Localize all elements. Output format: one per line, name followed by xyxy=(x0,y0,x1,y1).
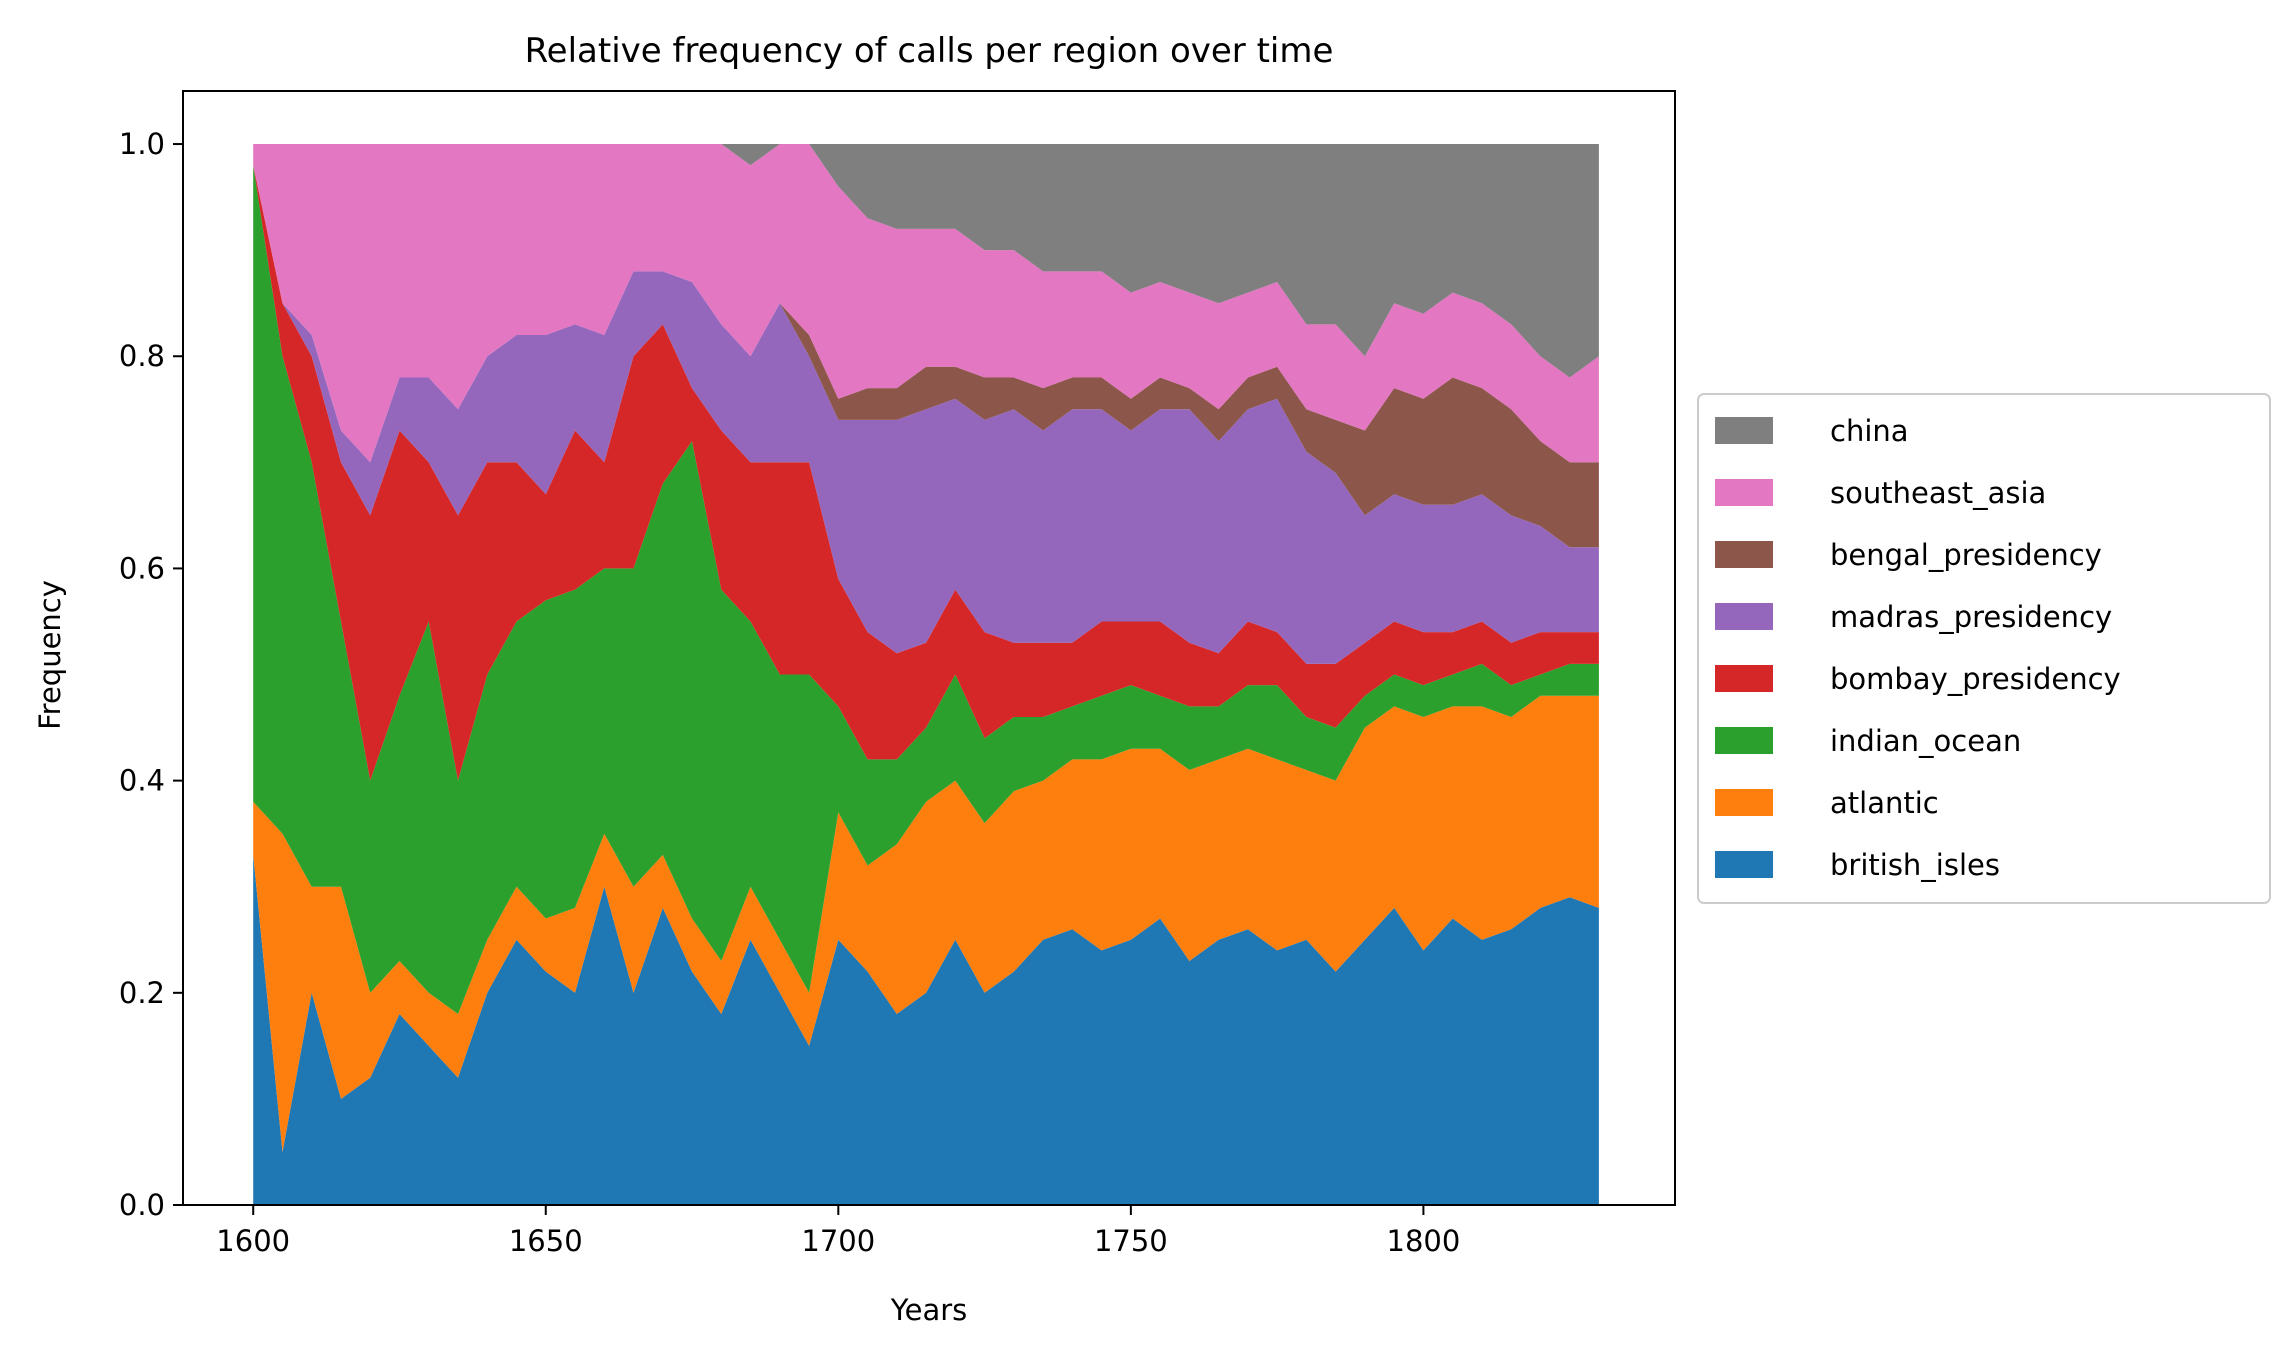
legend-swatch-china xyxy=(1715,417,1773,444)
x-axis: 1600 1650 1700 1750 1800 xyxy=(216,1205,1460,1258)
y-axis-label: Frequency xyxy=(33,580,67,730)
y-tick-label: 0.4 xyxy=(119,764,165,798)
x-axis-label: Years xyxy=(890,1293,968,1327)
area-madras-presidency xyxy=(253,165,1599,664)
plot-frame xyxy=(182,90,1676,1206)
y-tick-label: 0.8 xyxy=(119,339,165,373)
legend-swatch-atlantic xyxy=(1715,789,1773,816)
legend-label-southeast-asia: southeast_asia xyxy=(1830,476,2046,510)
y-tick-label: 0.6 xyxy=(119,551,165,585)
legend-label-bombay-presidency: bombay_presidency xyxy=(1830,662,2121,696)
x-tick-label: 1800 xyxy=(1387,1224,1461,1258)
legend-swatch-british-isles xyxy=(1715,851,1773,878)
area-bombay-presidency xyxy=(253,165,1599,781)
legend-frame xyxy=(1697,393,2271,904)
y-tick-label: 0.0 xyxy=(119,1188,165,1222)
area-china xyxy=(253,144,1599,378)
x-tick-label: 1700 xyxy=(801,1224,875,1258)
y-axis: 0.0 0.2 0.4 0.6 0.8 1.0 xyxy=(119,127,183,1222)
legend-label-madras-presidency: madras_presidency xyxy=(1830,600,2112,634)
legend-swatch-madras-presidency xyxy=(1715,603,1773,630)
legend-label-atlantic: atlantic xyxy=(1830,786,1939,820)
area-british-isles xyxy=(253,854,1599,1205)
area-atlantic xyxy=(253,695,1599,1152)
legend-label-british-isles: british_isles xyxy=(1830,848,2000,882)
legend-swatch-indian-ocean xyxy=(1715,727,1773,754)
legend: china southeast_asia bengal_presidencymadr… xyxy=(1697,393,2271,904)
y-tick-label: 1.0 xyxy=(119,127,165,161)
x-tick-label: 1600 xyxy=(216,1224,290,1258)
legend-swatch-bombay-presidency xyxy=(1715,665,1773,692)
legend-label-indian-ocean: indian_ocean xyxy=(1830,724,2021,758)
x-tick-label: 1750 xyxy=(1094,1224,1168,1258)
x-tick-label: 1650 xyxy=(509,1224,583,1258)
y-tick-label: 0.2 xyxy=(119,976,165,1010)
legend-label-china: china xyxy=(1830,414,1909,448)
chart-title: Relative frequency of calls per region o… xyxy=(525,31,1334,71)
legend-swatch-bengal-presidency xyxy=(1715,541,1773,568)
area-indian-ocean xyxy=(253,165,1599,1015)
plot-areas xyxy=(253,144,1599,1205)
legend-label-bengal-presidency: bengal_presidency xyxy=(1830,538,2102,572)
legend-swatch-southeast-asia xyxy=(1715,479,1773,506)
area-southeast-asia xyxy=(253,144,1599,463)
